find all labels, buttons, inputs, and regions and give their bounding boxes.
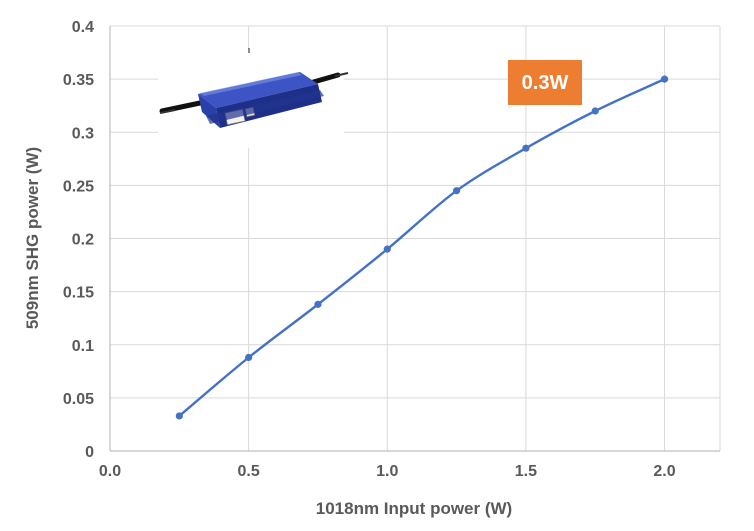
- data-point: [452, 187, 461, 195]
- module-highlight: [200, 72, 302, 96]
- y-tick-label: 0.05: [63, 391, 94, 408]
- annotation-box: [508, 60, 582, 105]
- data-point: [314, 300, 322, 308]
- module-photo-inset: [158, 48, 349, 148]
- module-base: [206, 90, 324, 124]
- axes: [109, 26, 720, 452]
- y-tick-label: 0.1: [72, 338, 94, 355]
- y-tick-label: 0: [85, 444, 94, 461]
- y-axis-title: 509nm SHG power (W): [23, 147, 42, 329]
- series-1: [175, 75, 669, 420]
- module-top-face: [198, 72, 318, 108]
- y-tick-label: 0.15: [63, 285, 94, 302]
- left-fiber-icon: [159, 100, 203, 114]
- data-point: [522, 144, 530, 152]
- series-line: [178, 78, 666, 417]
- y-tick-label: 0.4: [72, 19, 94, 36]
- x-tick-label: 1.5: [515, 463, 537, 480]
- y-tick-label: 0.35: [63, 72, 94, 89]
- left-fiber-tip: [159, 109, 176, 114]
- annotation-badge: 0.3W: [508, 60, 582, 105]
- x-axis-title: 1018nm Input power (W): [316, 499, 512, 518]
- tick-labels: 0 0.05 0.1 0.15 0.2 0.25 0.3 0.35 0.4 0.0 0.5 1.0 1.…: [63, 19, 676, 480]
- y-tick-label: 0.25: [63, 178, 94, 195]
- data-point: [383, 245, 391, 253]
- data-point: [591, 107, 599, 115]
- right-fiber-icon: [307, 72, 341, 86]
- y-tick-label: 0.2: [72, 232, 94, 249]
- x-tick-label: 1.0: [376, 463, 398, 480]
- annotation-text: 0.3W: [522, 72, 569, 94]
- data-point: [660, 75, 669, 83]
- y-tick-label: 0.3: [72, 125, 94, 142]
- right-fiber-tip: [334, 72, 349, 77]
- data-point: [175, 412, 183, 420]
- x-tick-label: 0.0: [99, 463, 121, 480]
- x-tick-label: 0.5: [238, 463, 260, 480]
- x-tick-label: 2.0: [653, 463, 675, 480]
- data-point: [245, 353, 253, 362]
